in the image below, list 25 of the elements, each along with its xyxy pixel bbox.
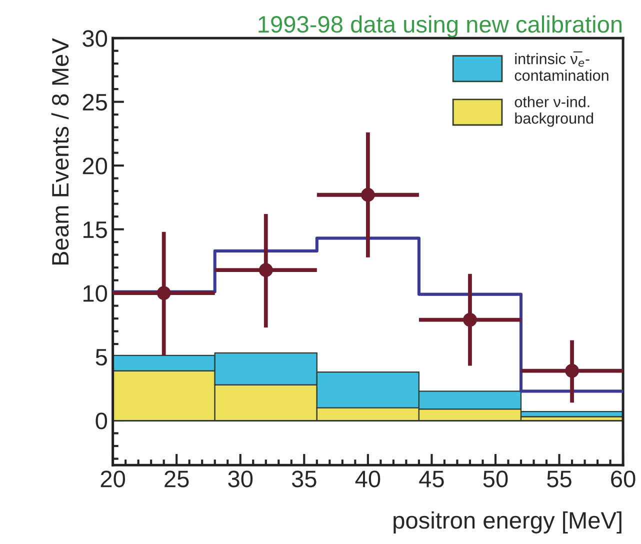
x-tick-label: 55 [547,470,572,488]
point [463,312,477,327]
y-tick-label: 30 [82,30,108,47]
point [360,188,375,202]
chart-title: 1993-98 data using new calibration [258,15,622,38]
point [258,263,273,278]
x-tick-label: 30 [228,470,253,488]
y-tick-label: 5 [96,349,107,366]
x-tick-label: 50 [483,470,508,488]
legend-label: intrinsic ν̅$_{e}$- contamination [514,51,608,81]
point [565,364,579,378]
point [156,286,171,300]
y-tick-label: 15 [83,222,107,238]
x-tick-label: 25 [164,470,189,488]
y-axis-title: Beam Events / 8 MeV [51,38,69,264]
x-tick-label: 40 [355,470,380,488]
legend-label: other ν-ind. background [514,96,594,127]
y-tick-label: 20 [82,158,108,174]
x-tick-label: 35 [292,470,316,488]
y-tick-label: 25 [82,94,107,111]
x-tick-label: 45 [419,470,444,488]
x-tick-label: 60 [611,470,636,488]
y-tick-label: 10 [83,285,108,302]
y-tick-label: 0 [96,412,108,430]
x-axis-title: positron energy [MeV] [394,511,622,534]
